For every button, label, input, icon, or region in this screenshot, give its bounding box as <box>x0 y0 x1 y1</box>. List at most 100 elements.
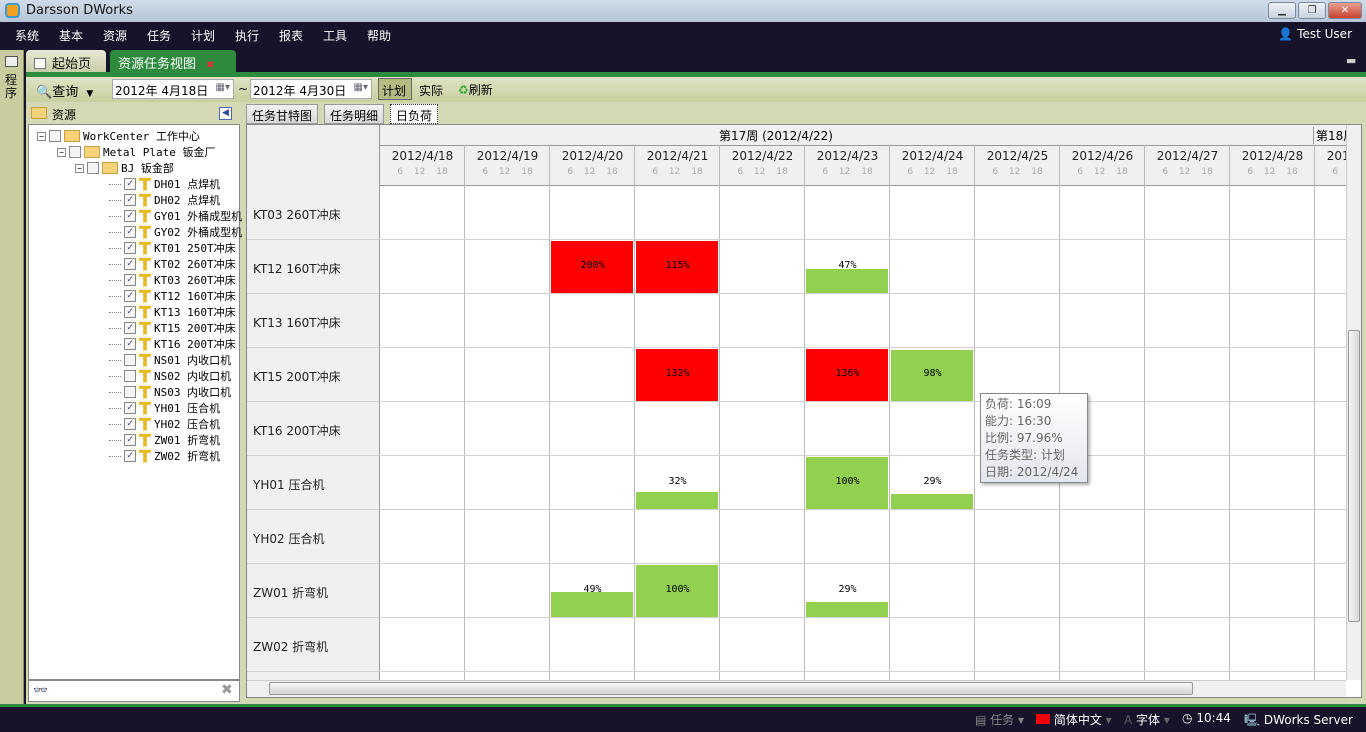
tree-node[interactable]: − BJ 钣金部 <box>75 160 174 176</box>
tree-node[interactable]: ✓ KT02 260T冲床 <box>109 256 236 272</box>
binoculars-icon[interactable]: 👓 <box>33 683 48 697</box>
horizontal-scroll-thumb[interactable] <box>269 682 1193 695</box>
tree-node[interactable]: ✓ KT12 160T冲床 <box>109 288 236 304</box>
user-menu[interactable]: 👤 Test User <box>1278 27 1352 41</box>
load-bar[interactable] <box>551 241 633 293</box>
tree-checkbox[interactable]: ✓ <box>124 258 136 270</box>
tree-node[interactable]: ✓ KT15 200T冲床 <box>109 320 236 336</box>
tree-checkbox[interactable] <box>124 354 136 366</box>
query-button[interactable]: 🔍查询 ▼ <box>36 81 93 100</box>
tasks-status[interactable]: ▤ 任务 ▾ <box>975 711 1024 728</box>
menu-resource[interactable]: 资源 <box>103 29 128 43</box>
tree-checkbox[interactable] <box>124 370 136 382</box>
tree-node[interactable]: NS02 内收口机 <box>109 368 231 384</box>
vertical-scroll-thumb[interactable] <box>1348 330 1360 622</box>
date-from-picker[interactable]: 2012年 4月18日 ▦▾ <box>112 79 234 99</box>
load-bar[interactable] <box>806 457 888 509</box>
tree-node[interactable]: ✓ YH01 压合机 <box>109 400 220 416</box>
tree-checkbox[interactable]: ✓ <box>124 226 136 238</box>
tree-checkbox[interactable]: ✓ <box>124 242 136 254</box>
tree-node[interactable]: ✓ KT01 250T冲床 <box>109 240 236 256</box>
tree-node[interactable]: ✓ ZW02 折弯机 <box>109 448 220 464</box>
tree-checkbox[interactable] <box>124 386 136 398</box>
tree-node[interactable]: ✓ KT03 260T冲床 <box>109 272 236 288</box>
actual-toggle[interactable]: 实际 <box>419 84 444 98</box>
tree-checkbox[interactable]: ✓ <box>124 434 136 446</box>
menu-basic[interactable]: 基本 <box>59 29 84 43</box>
collapse-icon[interactable]: − <box>37 131 46 141</box>
menu-task[interactable]: 任务 <box>147 29 172 43</box>
tree-node[interactable]: NS01 内收口机 <box>109 352 231 368</box>
tree-checkbox[interactable]: ✓ <box>124 450 136 462</box>
menu-execute[interactable]: 执行 <box>235 29 260 43</box>
building-icon <box>84 146 100 158</box>
tree-checkbox[interactable] <box>87 162 99 174</box>
menu-report[interactable]: 报表 <box>279 29 304 43</box>
load-bar[interactable] <box>636 492 718 509</box>
resource-row-label: YH01 压合机 <box>253 478 325 492</box>
tree-node[interactable]: ✓ GY02 外桶成型机 <box>109 224 242 240</box>
font-selector[interactable]: A 字体 ▾ <box>1124 711 1170 728</box>
tree-checkbox[interactable]: ✓ <box>124 306 136 318</box>
load-bar[interactable] <box>551 592 633 617</box>
program-sidebar[interactable]: 程序 <box>0 50 24 704</box>
tree-checkbox[interactable] <box>49 130 61 142</box>
language-selector[interactable]: 简体中文 ▾ <box>1036 711 1112 728</box>
close-tab-icon[interactable]: ✖ <box>206 60 215 71</box>
tree-node[interactable]: ✓ KT16 200T冲床 <box>109 336 236 352</box>
load-bar[interactable] <box>806 602 888 617</box>
tree-node[interactable]: − WorkCenter 工作中心 <box>37 128 200 144</box>
menu-system[interactable]: 系统 <box>15 29 40 43</box>
panel-menu-icon[interactable]: ▬ <box>1346 54 1357 67</box>
tab-gantt[interactable]: 任务甘特图 <box>246 104 319 124</box>
menu-plan[interactable]: 计划 <box>191 29 216 43</box>
calendar-icon[interactable]: ▦▾ <box>215 82 230 93</box>
menu-help[interactable]: 帮助 <box>367 29 392 43</box>
load-bar[interactable] <box>891 494 973 509</box>
load-bar[interactable] <box>806 349 888 401</box>
tree-node[interactable]: ✓ DH01 点焊机 <box>109 176 220 192</box>
tree-node[interactable]: ✓ DH02 点焊机 <box>109 192 220 208</box>
tree-checkbox[interactable]: ✓ <box>124 338 136 350</box>
tab-resource-task-view[interactable]: 资源任务视图 ✖ <box>110 50 236 73</box>
hour-ticks: 6 12 18 <box>1077 167 1128 177</box>
collapse-icon[interactable]: − <box>57 147 66 157</box>
minimize-button[interactable]: ▁ <box>1268 2 1296 19</box>
collapse-panel-button[interactable]: ◀ <box>219 107 232 120</box>
date-to-picker[interactable]: 2012年 4月30日 ▦▾ <box>250 79 372 99</box>
calendar-icon[interactable]: ▦▾ <box>353 82 368 93</box>
tree-node[interactable]: ✓ KT13 160T冲床 <box>109 304 236 320</box>
tree-line <box>109 343 121 345</box>
tree-checkbox[interactable]: ✓ <box>124 194 136 206</box>
menu-tools[interactable]: 工具 <box>323 29 348 43</box>
server-status[interactable]: 🖳 DWorks Server <box>1244 711 1353 732</box>
tree-checkbox[interactable]: ✓ <box>124 418 136 430</box>
tree-node[interactable]: NS03 内收口机 <box>109 384 231 400</box>
tree-node[interactable]: ✓ ZW01 折弯机 <box>109 432 220 448</box>
load-bar[interactable] <box>806 269 888 293</box>
tree-checkbox[interactable]: ✓ <box>124 210 136 222</box>
collapse-icon[interactable]: − <box>75 163 84 173</box>
load-bar[interactable] <box>891 350 973 401</box>
tree-node[interactable]: ✓ GY01 外桶成型机 <box>109 208 242 224</box>
tree-node[interactable]: ✓ YH02 压合机 <box>109 416 220 432</box>
tree-checkbox[interactable]: ✓ <box>124 322 136 334</box>
load-bar[interactable] <box>636 565 718 617</box>
tree-search-input[interactable] <box>51 683 219 699</box>
load-bar[interactable] <box>636 241 718 293</box>
refresh-button[interactable]: ♻刷新 <box>458 81 493 98</box>
tab-daily-load[interactable]: 日负荷 <box>390 104 439 124</box>
tree-checkbox[interactable] <box>69 146 81 158</box>
tree-checkbox[interactable]: ✓ <box>124 178 136 190</box>
close-button[interactable]: ✕ <box>1328 2 1362 19</box>
tab-task-details[interactable]: 任务明细 <box>324 104 385 124</box>
tree-node[interactable]: − Metal Plate 钣金厂 <box>57 144 215 160</box>
tree-checkbox[interactable]: ✓ <box>124 402 136 414</box>
load-bar[interactable] <box>636 349 718 401</box>
clear-icon[interactable]: ✖ <box>221 682 233 698</box>
tab-start-page[interactable]: 起始页 <box>26 50 106 73</box>
tree-checkbox[interactable]: ✓ <box>124 274 136 286</box>
plan-toggle[interactable]: 计划 <box>378 78 412 100</box>
maximize-button[interactable]: ❐ <box>1298 2 1326 19</box>
tree-checkbox[interactable]: ✓ <box>124 290 136 302</box>
